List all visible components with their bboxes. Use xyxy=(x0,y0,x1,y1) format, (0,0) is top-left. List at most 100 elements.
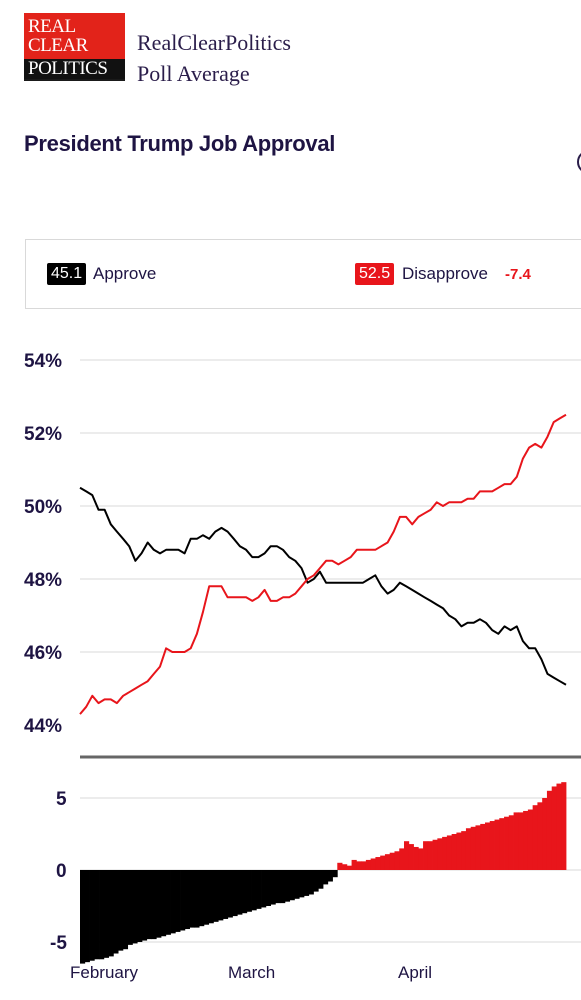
spread-bar xyxy=(323,870,329,885)
spread-bar xyxy=(527,809,534,870)
spread-bar xyxy=(418,848,424,870)
logo-line-1: REAL xyxy=(28,16,76,37)
logo-line-2: CLEAR xyxy=(28,35,88,56)
spread-bar xyxy=(146,870,152,940)
spread-bar xyxy=(523,810,529,870)
spread-bar xyxy=(332,870,338,878)
series-line-disapprove xyxy=(79,413,567,715)
spread-bar xyxy=(242,870,248,914)
spread-bar xyxy=(108,870,114,957)
spread-bar xyxy=(170,870,176,934)
spread-bar xyxy=(180,870,186,931)
spread-bar xyxy=(184,870,190,930)
approve-value-badge: 45.1 xyxy=(47,263,87,285)
spread-bar xyxy=(432,839,438,870)
x-axis-label: April xyxy=(398,963,432,982)
spread-bar xyxy=(275,870,281,904)
spread-bar xyxy=(461,831,467,870)
spread-bar xyxy=(80,870,86,964)
spread-bar xyxy=(89,870,95,961)
spread-bar xyxy=(508,815,514,870)
x-axis-label: February xyxy=(70,963,139,982)
spread-bar xyxy=(208,870,214,924)
spread-bar xyxy=(456,832,462,870)
spread-value: -7.4 xyxy=(505,266,531,283)
spread-bar xyxy=(189,870,195,928)
page-title: President Trump Job Approval xyxy=(24,131,336,156)
line-y-tick-label: 54% xyxy=(24,351,62,372)
brand-name: RealClearPolitics Poll Average xyxy=(137,27,291,89)
spread-bar xyxy=(404,841,410,870)
approve-label: Approve xyxy=(93,264,157,283)
spread-bar xyxy=(480,823,486,870)
spread-bar xyxy=(308,870,314,895)
spread-bar xyxy=(337,862,343,870)
spread-bar xyxy=(113,870,119,954)
spread-bar xyxy=(132,870,138,944)
spread-bar xyxy=(122,870,129,950)
spread-bar xyxy=(494,819,500,870)
spread-bar xyxy=(203,870,210,925)
spread-bar xyxy=(237,870,243,915)
legend-box: 45.1 Approve 52.5 Disapprove -7.4 xyxy=(25,239,581,309)
bar-y-tick-label: -5 xyxy=(50,933,67,954)
spread-bar xyxy=(427,841,433,870)
spread-bar xyxy=(413,846,419,870)
series-line-approve xyxy=(79,486,567,686)
spread-bar xyxy=(103,870,109,958)
brand-line-2: Poll Average xyxy=(137,61,250,86)
spread-bar xyxy=(199,870,205,927)
spread-bar xyxy=(346,865,352,870)
bar-y-tick-label: 0 xyxy=(56,861,67,882)
spread-bar xyxy=(299,870,305,898)
spread-bar xyxy=(399,848,405,870)
spread-bar xyxy=(513,812,519,870)
spread-bar xyxy=(365,859,372,870)
line-y-tick-label: 46% xyxy=(24,643,62,664)
spread-bar xyxy=(408,844,414,870)
brand-line-1: RealClearPolitics xyxy=(137,30,291,55)
spread-bar xyxy=(251,870,257,911)
spread-bar xyxy=(303,870,310,896)
spread-bar xyxy=(265,870,271,906)
spread-bar xyxy=(165,870,171,935)
spread-bar xyxy=(423,841,429,870)
rcp-logo[interactable]: REAL CLEAR POLITICS xyxy=(24,13,125,81)
spread-bar xyxy=(537,802,543,870)
line-y-tick-label: 50% xyxy=(24,497,62,518)
logo-line-3: POLITICS xyxy=(24,59,125,79)
spread-bar xyxy=(227,870,233,918)
spread-bar xyxy=(151,870,157,940)
spread-bar xyxy=(256,870,262,909)
spread-bar xyxy=(327,870,333,882)
spread-bar xyxy=(99,870,105,960)
spread-bar xyxy=(161,870,167,937)
spread-bar xyxy=(561,782,567,870)
spread-bar xyxy=(485,822,491,870)
x-axis-label: March xyxy=(228,963,275,982)
spread-bar xyxy=(141,870,148,941)
spread-bar xyxy=(556,783,562,870)
disapprove-value-badge: 52.5 xyxy=(355,263,395,285)
spread-bar xyxy=(351,859,357,870)
spread-bar xyxy=(270,870,276,905)
spread-bar xyxy=(437,838,443,870)
spread-bar xyxy=(222,870,229,919)
spread-bar xyxy=(504,816,510,870)
spread-bar xyxy=(542,798,548,870)
spread-bar xyxy=(370,858,376,870)
spread-bar xyxy=(94,870,100,960)
spread-bar xyxy=(375,857,381,870)
spread-bar xyxy=(342,864,348,870)
spread-bar xyxy=(470,826,476,870)
line-y-tick-label: 44% xyxy=(24,716,62,737)
spread-bar xyxy=(213,870,219,922)
spread-bar xyxy=(313,870,319,892)
spread-bar xyxy=(546,790,553,870)
spread-bar xyxy=(84,870,90,963)
spread-bar xyxy=(194,870,200,928)
spread-bar xyxy=(218,870,224,921)
spread-bar xyxy=(442,836,448,870)
spread-bar xyxy=(232,870,238,917)
